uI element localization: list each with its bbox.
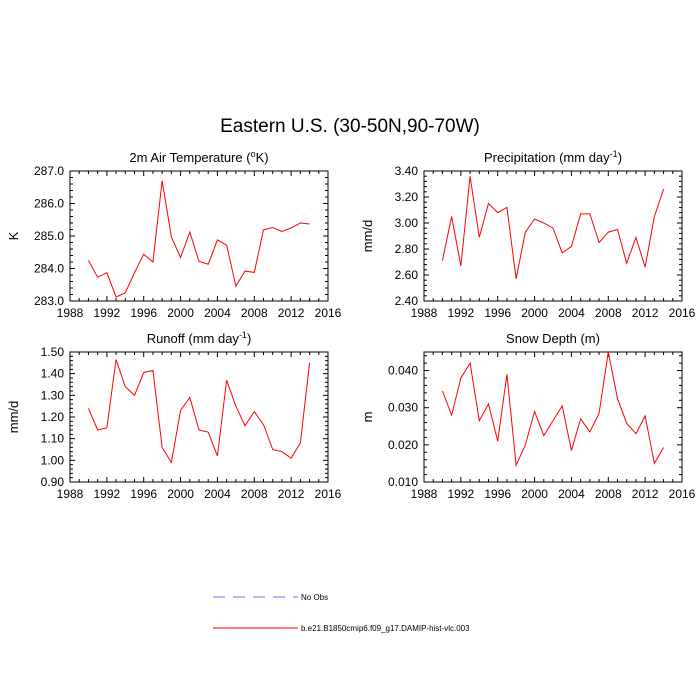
legend-label-2: b.e21.B1850cmip6.f09_g17.DAMIP-hist-vlc.… [301, 624, 470, 633]
y-tick-label: 2.60 [395, 268, 419, 282]
x-tick-label: 2016 [669, 306, 696, 320]
panel-title: Snow Depth (m) [506, 331, 600, 346]
y-tick-label: 1.30 [41, 388, 65, 402]
x-tick-label: 1988 [411, 487, 438, 501]
plot-frame [423, 351, 683, 483]
series-line [87, 180, 310, 298]
x-tick-label: 2012 [278, 487, 305, 501]
series-line [441, 176, 665, 279]
y-tick-label: 285.0 [34, 229, 64, 243]
x-tick-label: 1988 [411, 306, 438, 320]
y-axis-label: K [6, 231, 21, 240]
x-tick-label: 2004 [204, 306, 231, 320]
x-tick-label: 2012 [632, 306, 659, 320]
y-axis-label: mm/d [6, 401, 21, 434]
y-tick-label: 3.20 [395, 190, 419, 204]
y-tick-label: 2.40 [395, 294, 419, 308]
x-tick-label: 1992 [448, 306, 475, 320]
x-tick-label: 2000 [167, 306, 194, 320]
x-tick-label: 2004 [204, 487, 231, 501]
x-tick-label: 1992 [448, 487, 475, 501]
y-tick-label: 0.020 [388, 438, 418, 452]
legend-label-1: No Obs [301, 593, 328, 602]
y-tick-label: 0.040 [388, 364, 418, 378]
y-tick-label: 3.40 [395, 164, 419, 178]
panel-1: 2m Air Temperature (oK) 1988 1992 1996 2000 2… [6, 149, 342, 320]
y-axis-label: mm/d [360, 220, 375, 253]
x-tick-label: 2008 [595, 487, 622, 501]
x-tick-label: 2000 [521, 306, 548, 320]
panel-3: Runoff (mm day-1) 1988 1992 1996 2000 2004 200… [6, 330, 342, 501]
panel-title: Precipitation (mm day-1) [484, 149, 622, 165]
x-tick-label: 2000 [167, 487, 194, 501]
y-tick-label: 284.0 [34, 262, 64, 276]
y-tick-label: 1.00 [41, 453, 65, 467]
y-tick-label: 0.90 [41, 475, 65, 489]
panel-2: Precipitation (mm day-1) 1988 1992 1996 2000… [360, 149, 696, 320]
plot-frame [423, 170, 683, 302]
x-tick-label: 1988 [57, 306, 84, 320]
x-tick-label: 1996 [484, 487, 511, 501]
x-tick-label: 1988 [57, 487, 84, 501]
series-line [441, 351, 665, 468]
x-tick-label: 1996 [130, 306, 157, 320]
y-tick-label: 3.00 [395, 216, 419, 230]
y-tick-label: 1.20 [41, 410, 65, 424]
y-tick-label: 1.40 [41, 367, 65, 381]
x-tick-label: 1996 [484, 306, 511, 320]
plot-frame [69, 170, 329, 302]
x-tick-label: 1992 [94, 306, 121, 320]
x-tick-label: 2004 [558, 487, 585, 501]
x-tick-label: 2016 [315, 487, 342, 501]
y-tick-label: 287.0 [34, 164, 64, 178]
series-line [87, 359, 311, 464]
y-tick-label: 1.10 [41, 432, 65, 446]
x-tick-label: 1996 [130, 487, 157, 501]
y-tick-label: 0.010 [388, 475, 418, 489]
x-tick-label: 2012 [278, 306, 305, 320]
y-tick-label: 283.0 [34, 294, 64, 308]
panel-title: 2m Air Temperature (oK) [129, 149, 268, 165]
legend: No Obs b.e21.B1850cmip6.f09_g17.DAMIP-his… [213, 593, 470, 633]
y-tick-label: 0.030 [388, 401, 418, 415]
x-tick-label: 2008 [241, 306, 268, 320]
panel-title: Runoff (mm day-1) [147, 330, 252, 346]
figure-title: Eastern U.S. (30-50N,90-70W) [220, 116, 480, 137]
y-tick-label: 1.50 [41, 345, 65, 359]
y-tick-label: 2.80 [395, 242, 419, 256]
x-tick-label: 2016 [315, 306, 342, 320]
x-tick-label: 1992 [94, 487, 121, 501]
y-tick-label: 286.0 [34, 197, 64, 211]
x-tick-label: 2012 [632, 487, 659, 501]
y-axis-label: m [360, 412, 375, 423]
x-tick-label: 2004 [558, 306, 585, 320]
x-tick-label: 2008 [595, 306, 622, 320]
panel-4: Snow Depth (m) 1988 1992 1996 2000 2004 2008 20… [360, 331, 696, 501]
x-tick-label: 2016 [669, 487, 696, 501]
x-tick-label: 2008 [241, 487, 268, 501]
x-tick-label: 2000 [521, 487, 548, 501]
